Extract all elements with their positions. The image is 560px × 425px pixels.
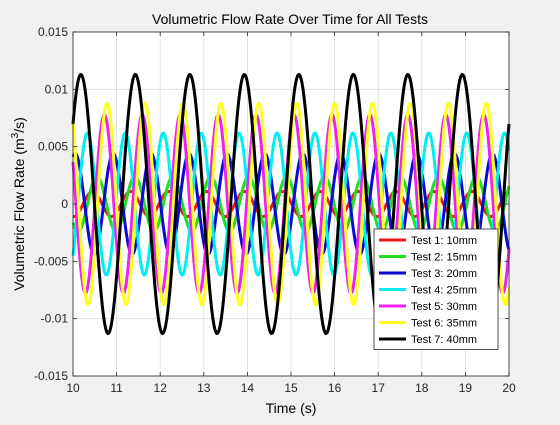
y-tick-label: 0.01 (45, 82, 69, 96)
y-tick-label: 0.015 (38, 25, 68, 39)
x-tick-label: 14 (241, 381, 255, 395)
y-axis-label-end: /s) (11, 117, 27, 133)
x-axis-label: Time (s) (266, 400, 317, 416)
x-tick-label: 16 (328, 381, 342, 395)
y-tick-label: -0.01 (41, 312, 69, 326)
x-tick-label: 20 (502, 381, 516, 395)
y-tick-label: -0.015 (34, 369, 68, 383)
y-axis-label-main: Volumetric Flow Rate (m (11, 138, 27, 290)
legend-label: Test 2: 15mm (411, 252, 477, 264)
legend-label: Test 4: 25mm (411, 285, 477, 297)
x-tick-label: 15 (284, 381, 298, 395)
series-layer (71, 72, 511, 336)
x-tick-label: 10 (66, 381, 80, 395)
x-tick-label: 12 (154, 381, 168, 395)
x-tick-label: 13 (197, 381, 211, 395)
legend-label: Test 1: 10mm (411, 235, 477, 247)
x-tick-label: 18 (415, 381, 429, 395)
x-tick-label: 11 (110, 381, 123, 395)
legend-label: Test 5: 30mm (411, 301, 477, 313)
axis-ticks: 10 11 12 13 14 15 16 17 18 19 20 -0.015 -0.01 -0.005 0… (34, 25, 516, 395)
y-tick-label: 0 (61, 197, 68, 211)
y-tick-label: -0.005 (34, 254, 68, 268)
y-axis-label-sup: 3 (10, 132, 21, 138)
legend-label: Test 7: 40mm (411, 334, 477, 346)
x-tick-label: 19 (459, 381, 473, 395)
legend: Test 1: 10mm Test 2: 15mm Test 3: 20mm Test… (373, 228, 499, 350)
x-tick-label: 17 (372, 381, 386, 395)
legend-label: Test 3: 20mm (411, 268, 477, 280)
y-tick-label: 0.005 (38, 140, 68, 154)
chart-title: Volumetric Flow Rate Over Time for All T… (152, 11, 428, 27)
y-axis-label: Volumetric Flow Rate (m3/s) (10, 117, 27, 291)
legend-label: Test 6: 35mm (411, 318, 477, 330)
